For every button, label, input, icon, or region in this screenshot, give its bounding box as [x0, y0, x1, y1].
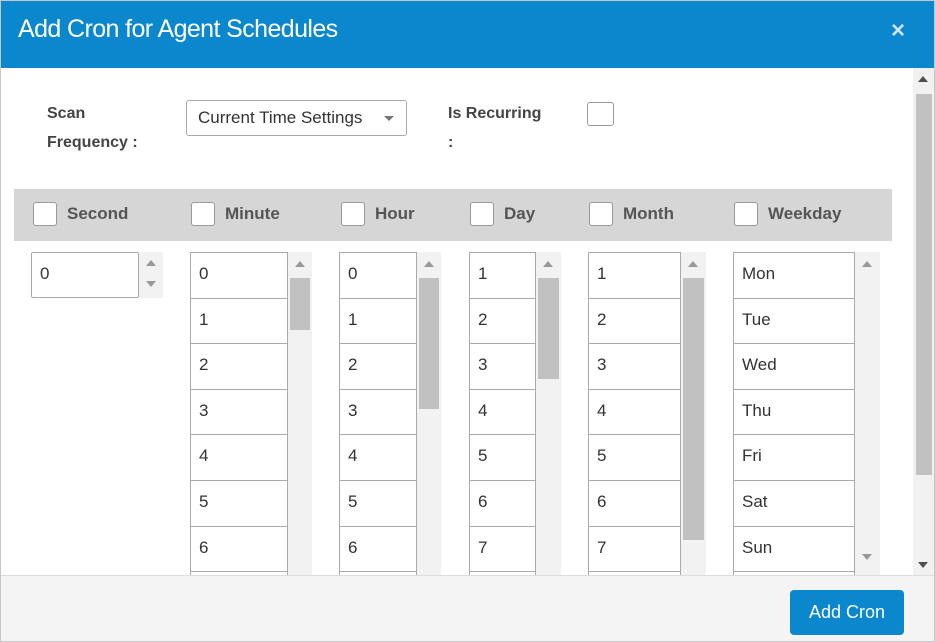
list-item[interactable]: [588, 571, 681, 575]
scan-frequency-label: Scan Frequency :: [47, 105, 138, 151]
column-name: Day: [504, 204, 536, 223]
table-header: Second Minute Hour Day Month Weekday: [14, 189, 892, 241]
list-item[interactable]: 3: [469, 343, 536, 390]
scroll-down[interactable]: [918, 562, 928, 568]
list-item[interactable]: Sat: [733, 480, 855, 527]
scroll-up[interactable]: [424, 261, 434, 267]
list-item[interactable]: 4: [190, 434, 288, 481]
spin-down[interactable]: [146, 281, 156, 287]
list-item[interactable]: 2: [339, 343, 417, 390]
list-scrollbar[interactable]: [681, 252, 706, 575]
title: Add Cron for Agent Schedules: [18, 15, 338, 43]
list-item[interactable]: 0: [190, 252, 288, 299]
list-item[interactable]: 3: [588, 343, 681, 390]
second-input[interactable]: 0: [31, 252, 139, 298]
scroll-thumb[interactable]: [683, 278, 704, 540]
list-item[interactable]: Tue: [733, 297, 855, 345]
scroll-down[interactable]: [862, 554, 872, 560]
scroll-thumb[interactable]: [916, 94, 932, 475]
list-item[interactable]: [469, 571, 536, 575]
list-scrollbar[interactable]: [855, 252, 880, 575]
list-item[interactable]: 5: [190, 480, 288, 527]
list-item[interactable]: 3: [190, 388, 288, 436]
list-scrollbar[interactable]: [536, 252, 561, 575]
recurring-checkbox[interactable]: [587, 102, 614, 126]
list-item[interactable]: 5: [469, 434, 536, 481]
add-cron-button[interactable]: Add Cron: [790, 590, 904, 635]
list-item[interactable]: 3: [339, 388, 417, 436]
close-button[interactable]: ×: [891, 17, 906, 44]
column-name: Minute: [225, 204, 280, 223]
list-scrollbar[interactable]: [417, 252, 441, 575]
scroll-up[interactable]: [918, 76, 928, 82]
list-item[interactable]: 1: [469, 252, 536, 299]
list-item[interactable]: 1: [339, 297, 417, 345]
list-item[interactable]: 4: [339, 434, 417, 481]
column-checkbox[interactable]: [33, 202, 57, 226]
list-item[interactable]: 6: [190, 525, 288, 573]
list-item[interactable]: Mon: [733, 252, 855, 299]
column-name: Hour: [375, 204, 415, 223]
scroll-up[interactable]: [295, 261, 305, 267]
footer: Add Cron: [1, 575, 934, 641]
spinner[interactable]: [139, 252, 163, 298]
column-name: Second: [67, 204, 129, 223]
body: Scan Frequency : Current Time Settings I…: [1, 68, 934, 575]
list-item[interactable]: 6: [588, 480, 681, 527]
header: Add Cron for Agent Schedules ×: [1, 1, 934, 68]
column-checkbox[interactable]: [589, 202, 613, 226]
spin-up[interactable]: [146, 260, 156, 266]
list-item[interactable]: 1: [190, 297, 288, 345]
list-item[interactable]: [190, 571, 288, 575]
list-item[interactable]: 4: [469, 388, 536, 436]
list-scrollbar[interactable]: [288, 252, 312, 575]
column-name: Weekday: [768, 204, 842, 223]
scroll-up[interactable]: [688, 261, 698, 267]
list-item[interactable]: Wed: [733, 343, 855, 390]
list-item[interactable]: 2: [469, 297, 536, 345]
list-item[interactable]: 7: [588, 525, 681, 573]
column-name: Month: [623, 204, 674, 223]
list-item[interactable]: Fri: [733, 434, 855, 481]
scroll-thumb[interactable]: [538, 278, 559, 379]
list-item[interactable]: Thu: [733, 388, 855, 436]
list-item[interactable]: [733, 571, 855, 575]
list-item[interactable]: 5: [339, 480, 417, 527]
scroll-up[interactable]: [543, 261, 553, 267]
scrollbar[interactable]: [913, 68, 934, 575]
list-item[interactable]: Sun: [733, 525, 855, 573]
list-item[interactable]: 1: [588, 252, 681, 299]
scroll-up[interactable]: [862, 261, 872, 267]
list-item[interactable]: 2: [588, 297, 681, 345]
list-item[interactable]: 6: [469, 480, 536, 527]
list-item[interactable]: 7: [469, 525, 536, 573]
column-checkbox[interactable]: [734, 202, 758, 226]
is-recurring-label: Is Recurring :: [448, 105, 542, 151]
list-item[interactable]: [339, 571, 417, 575]
scroll-thumb[interactable]: [290, 278, 310, 330]
column-checkbox[interactable]: [470, 202, 494, 226]
list-item[interactable]: 2: [190, 343, 288, 390]
list-item[interactable]: 5: [588, 434, 681, 481]
column-checkbox[interactable]: [191, 202, 215, 226]
scroll-thumb[interactable]: [419, 278, 439, 409]
scan-frequency-select[interactable]: Current Time Settings: [186, 100, 407, 136]
column-checkbox[interactable]: [341, 202, 365, 226]
list-item[interactable]: 0: [339, 252, 417, 299]
list-item[interactable]: 4: [588, 388, 681, 436]
list-item[interactable]: 6: [339, 525, 417, 573]
